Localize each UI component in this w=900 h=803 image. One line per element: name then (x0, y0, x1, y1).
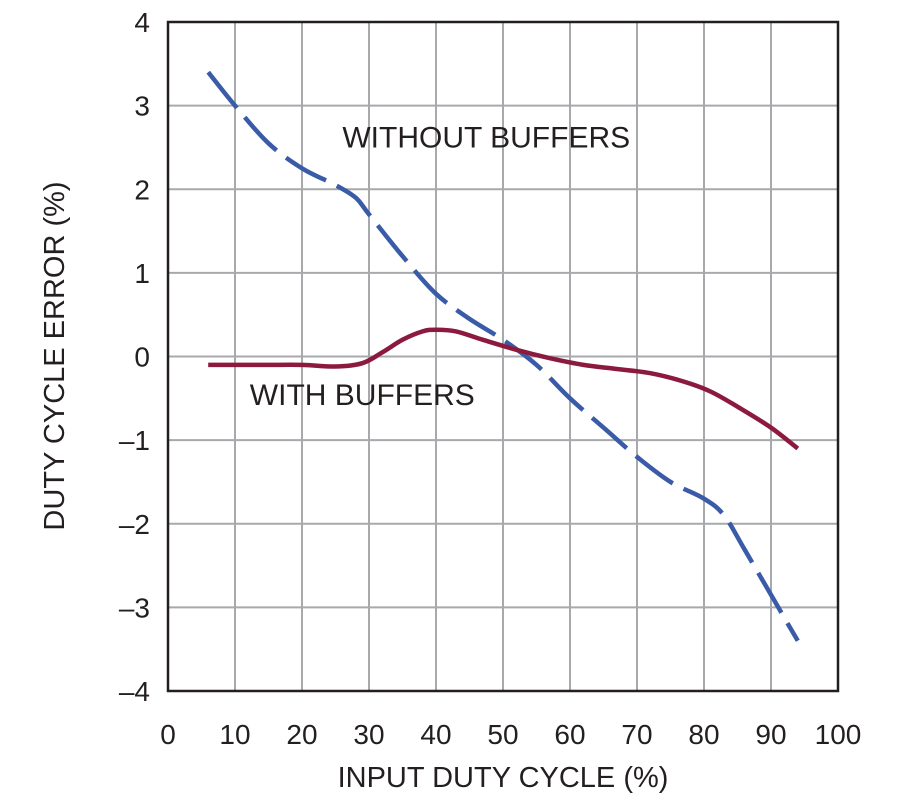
annotation-label: WITH BUFFERS (250, 379, 475, 412)
y-axis-title: DUTY CYCLE ERROR (%) (39, 181, 71, 530)
x-tick-label: 80 (688, 719, 719, 750)
y-tick-label: –3 (119, 592, 150, 623)
y-axis-ticks: 4 3 2 1 0 –1 –2 –3 –4 (119, 7, 150, 707)
x-tick-label: 30 (353, 719, 384, 750)
x-axis-title: INPUT DUTY CYCLE (%) (338, 762, 669, 794)
y-tick-label: –4 (119, 676, 150, 707)
x-axis-ticks: 0 10 20 30 40 50 60 70 80 90 100 (160, 719, 861, 750)
y-tick-label: 1 (134, 258, 150, 289)
x-tick-label: 90 (755, 719, 786, 750)
annotation-label: WITHOUT BUFFERS (342, 121, 630, 154)
x-tick-label: 60 (554, 719, 585, 750)
x-tick-label: 70 (621, 719, 652, 750)
y-tick-label: 4 (134, 7, 150, 38)
y-tick-label: –2 (119, 509, 150, 540)
y-tick-label: 0 (134, 342, 150, 373)
series-line-with-buffers (208, 327, 800, 451)
y-tick-label: 2 (134, 174, 150, 205)
x-tick-label: 40 (420, 719, 451, 750)
x-tick-label: 100 (815, 719, 862, 750)
y-tick-label: 3 (134, 91, 150, 122)
x-tick-label: 50 (487, 719, 518, 750)
annotations: WITHOUT BUFFERS WITH BUFFERS (250, 121, 630, 412)
x-tick-label: 0 (160, 719, 176, 750)
series-line-without-buffers (206, 70, 800, 642)
series-lines (206, 70, 800, 642)
y-tick-label: –1 (119, 425, 150, 456)
x-tick-label: 20 (286, 719, 317, 750)
grid (168, 22, 838, 691)
x-tick-label: 10 (219, 719, 250, 750)
plot-frame (166, 20, 840, 693)
